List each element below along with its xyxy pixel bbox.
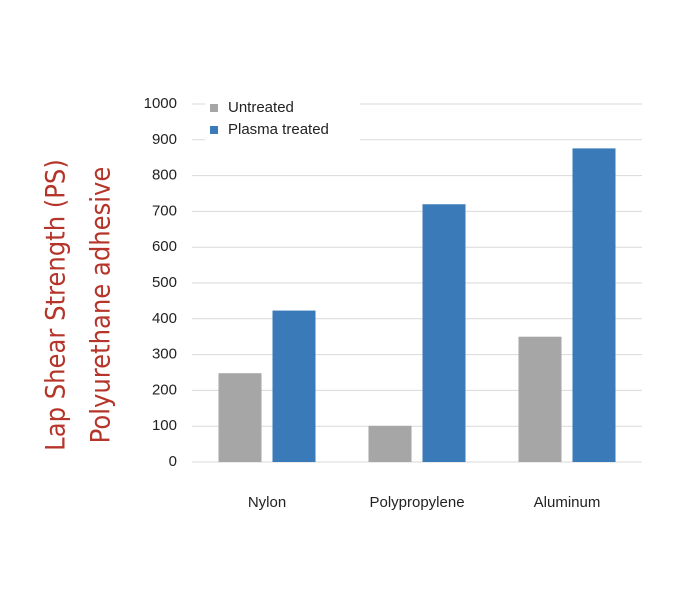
y-tick-label: 200: [152, 381, 177, 398]
y-axis-label: Lap Shear Strength (PS): [41, 159, 72, 451]
y-tick-label: 300: [152, 346, 177, 363]
y-tick-label: 1000: [144, 95, 177, 112]
x-tick-label: Aluminum: [534, 494, 601, 511]
bar: [368, 425, 412, 462]
bar: [272, 310, 316, 462]
y-tick-label: 600: [152, 238, 177, 255]
y-tick-label: 400: [152, 310, 177, 327]
bar: [218, 373, 262, 462]
bar: [518, 336, 562, 462]
legend-label: Plasma treated: [228, 121, 329, 138]
x-tick-label: Polypropylene: [369, 494, 464, 511]
y-axis-label: Polyurethane adhesive: [86, 167, 117, 444]
bar: [422, 204, 466, 463]
bar: [572, 148, 616, 462]
legend-label: Untreated: [228, 99, 294, 116]
y-tick-label: 700: [152, 202, 177, 219]
y-tick-label: 0: [169, 453, 177, 470]
legend-swatch: [210, 104, 218, 112]
x-tick-label: Nylon: [248, 494, 286, 511]
y-tick-label: 100: [152, 417, 177, 434]
y-tick-label: 900: [152, 131, 177, 148]
y-tick-label: 500: [152, 274, 177, 291]
legend-background: [205, 95, 360, 143]
legend-swatch: [210, 126, 218, 134]
y-tick-label: 800: [152, 167, 177, 184]
